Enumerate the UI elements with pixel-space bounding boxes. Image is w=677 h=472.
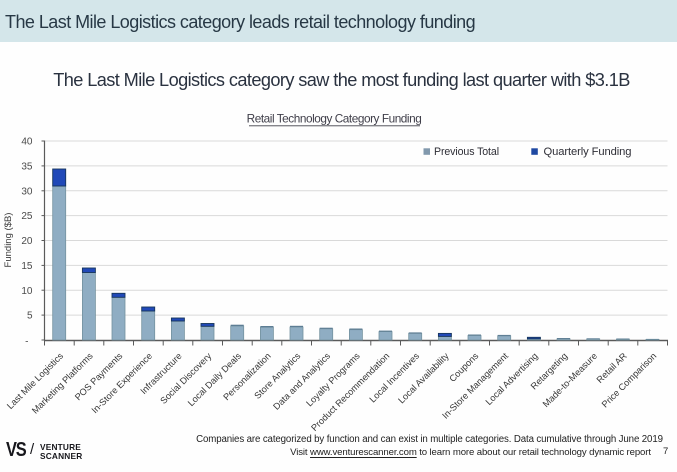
svg-text:15: 15 [21,261,33,272]
svg-text:Retail Technology Category Fun: Retail Technology Category Funding [247,111,422,125]
svg-text:Made-to-Measure: Made-to-Measure [541,351,599,409]
svg-text:Local Advertising: Local Advertising [484,351,540,407]
svg-text:Local Daily Deals: Local Daily Deals [186,351,244,409]
svg-text:35: 35 [21,162,33,173]
svg-text:Quarterly Funding: Quarterly Funding [544,146,632,158]
svg-text:Last Mile Logistics: Last Mile Logistics [5,351,65,411]
svg-text:Social Discovery: Social Discovery [158,351,213,406]
svg-text:Loyalty Programs: Loyalty Programs [304,351,362,409]
svg-text:-: - [25,337,28,348]
svg-text:5: 5 [27,311,33,322]
svg-text:10: 10 [21,286,33,297]
svg-text:Local Availability: Local Availability [396,351,451,406]
svg-text:40: 40 [21,137,33,148]
svg-text:25: 25 [21,211,33,222]
svg-text:Funding ($B): Funding ($B) [3,213,14,268]
svg-text:20: 20 [21,236,33,247]
svg-text:Price Comparison: Price Comparison [600,351,659,410]
svg-text:30: 30 [21,186,33,197]
svg-text:Previous Total: Previous Total [434,146,499,158]
